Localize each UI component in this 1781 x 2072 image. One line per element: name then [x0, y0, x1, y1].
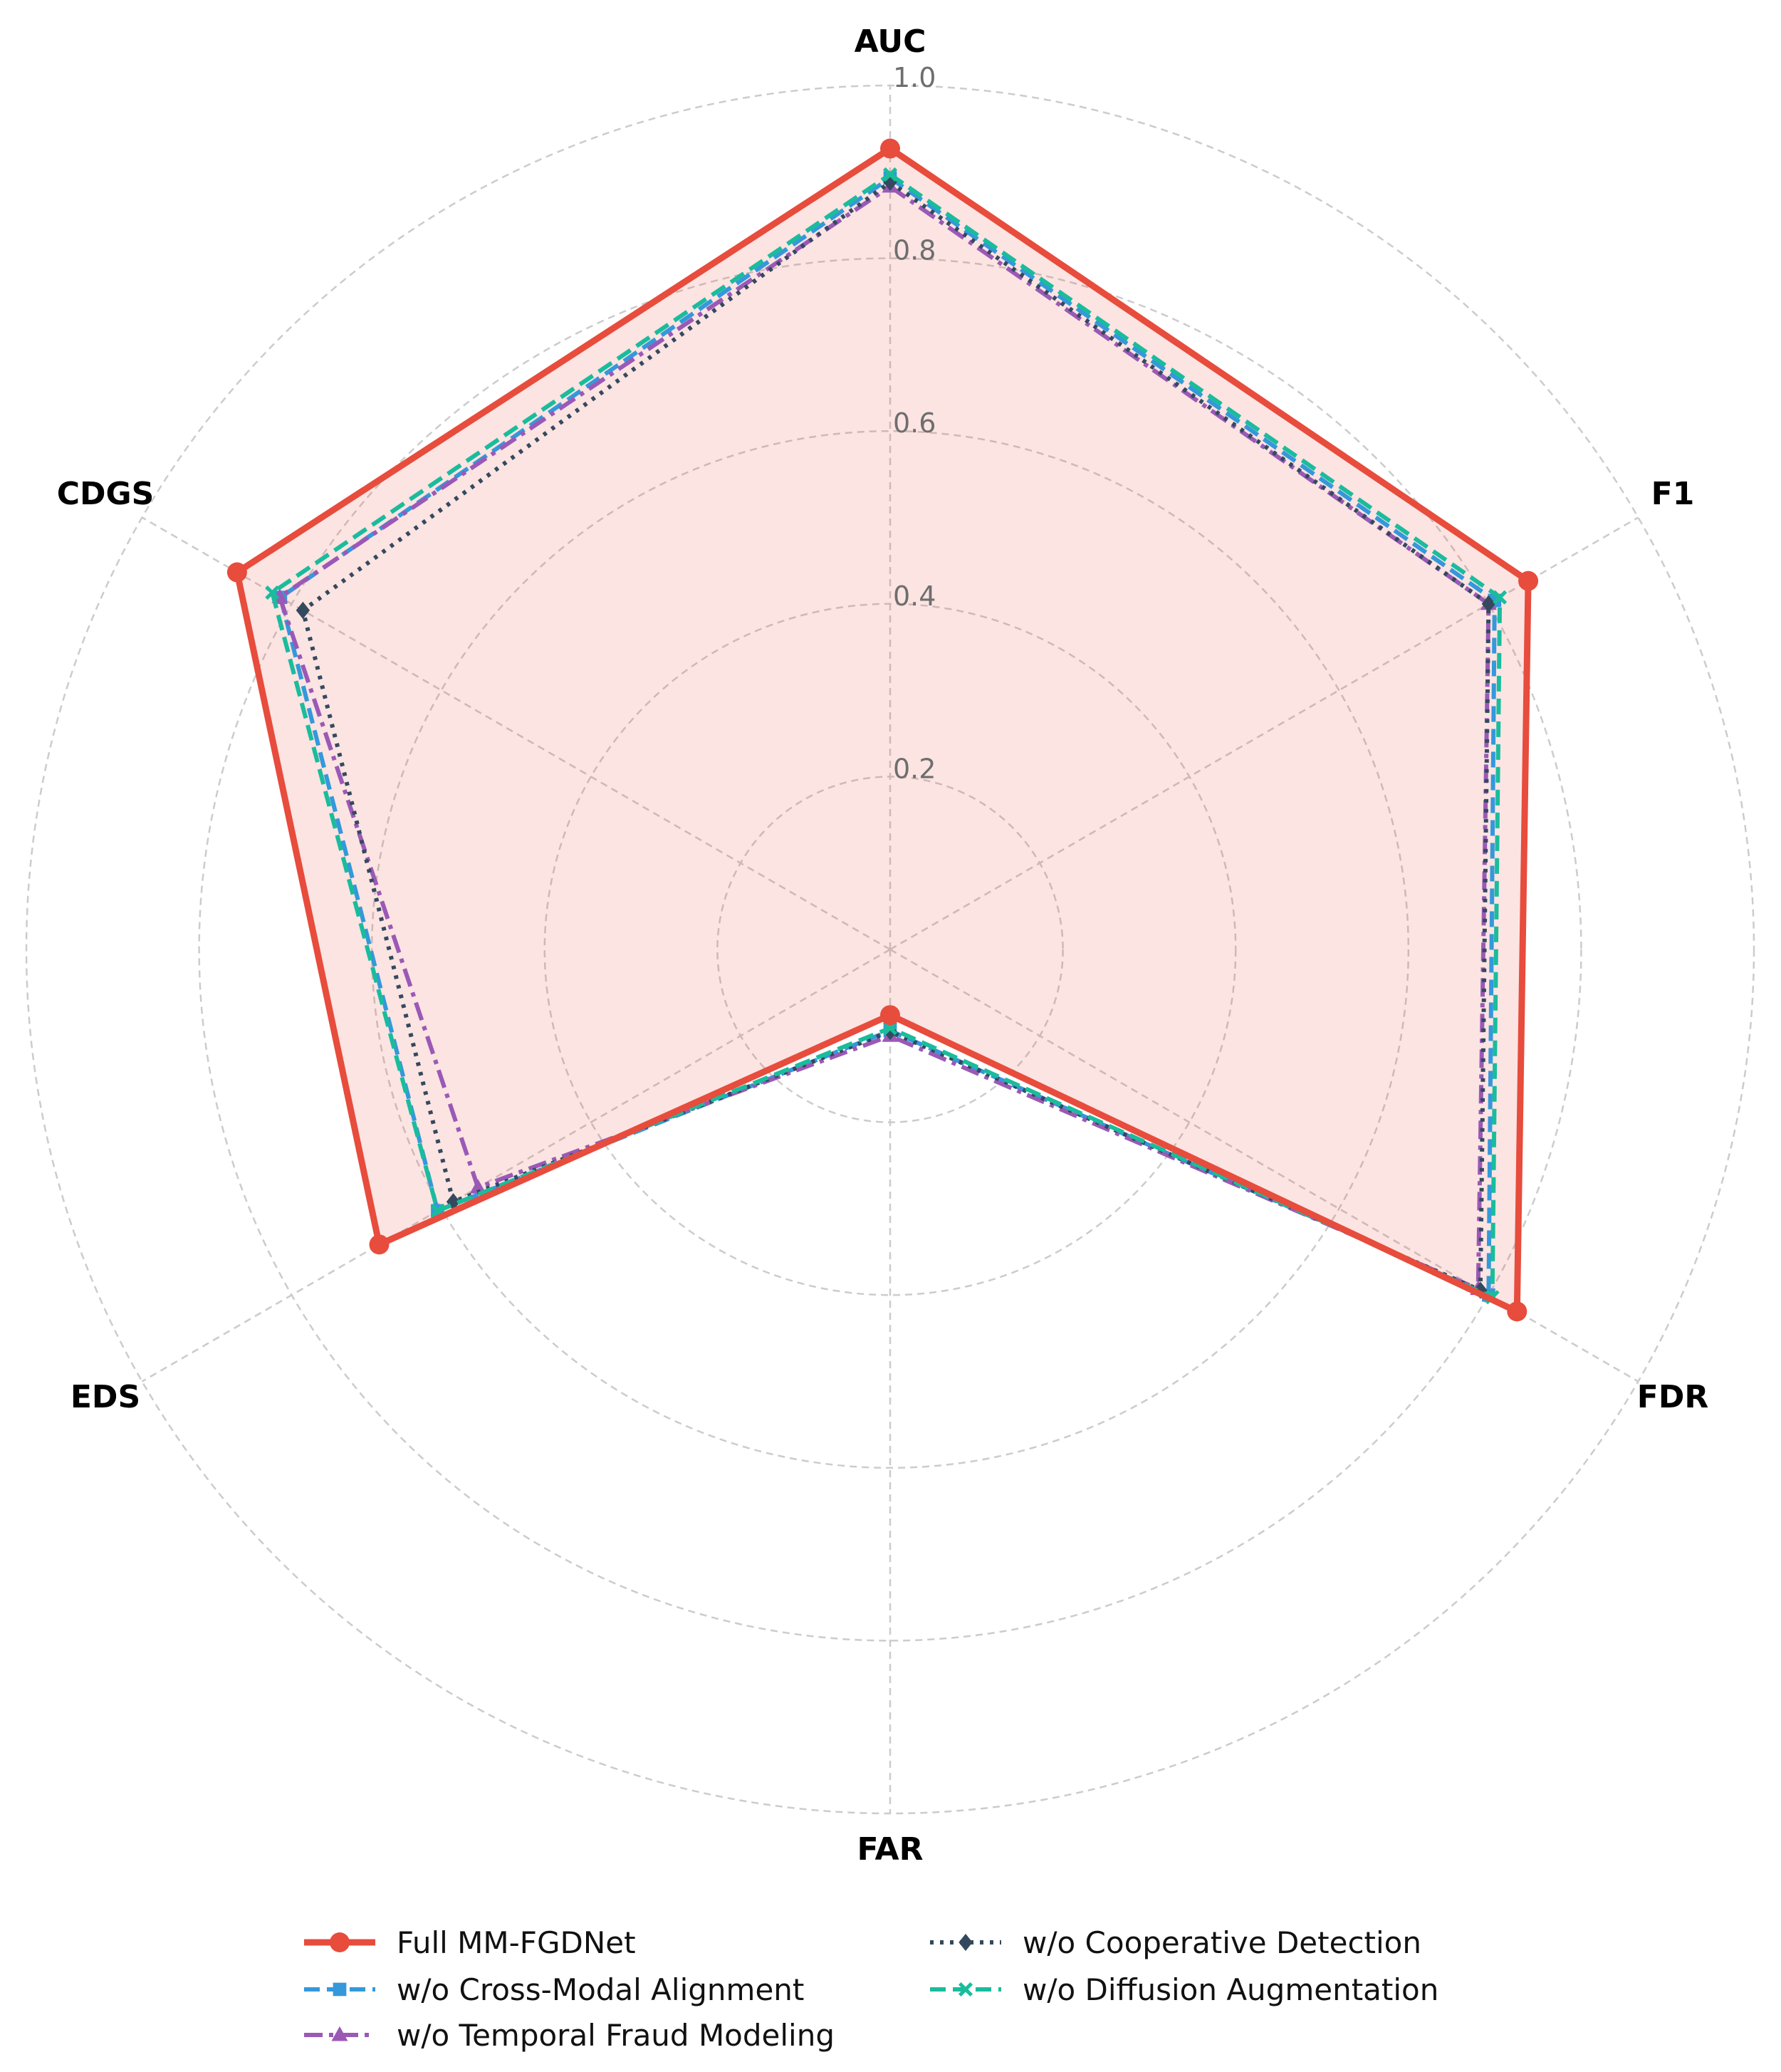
legend-swatch-marker	[333, 1982, 347, 1996]
grid-spoke	[141, 948, 891, 1383]
legend-label-no-diffusion: w/o Diffusion Augmentation	[1023, 1972, 1438, 2007]
legend-swatch-marker	[958, 1982, 973, 1997]
series-3	[296, 173, 1496, 1299]
tick-label: 0.6	[893, 407, 936, 439]
tick-label: 0.2	[893, 753, 936, 784]
series-point	[226, 562, 247, 583]
series-4	[265, 167, 1508, 1305]
legend-swatches	[304, 1932, 1001, 2041]
series-0	[226, 138, 1539, 1322]
axis-label-cdgs: CDGS	[57, 476, 155, 512]
axis-label-f1: F1	[1651, 476, 1695, 512]
legend-swatch-marker	[959, 1933, 973, 1952]
series-point	[369, 1234, 390, 1255]
series-point	[1473, 1281, 1488, 1299]
legend-swatch-marker	[330, 1932, 350, 1952]
series-point	[883, 173, 897, 191]
series-point	[880, 1005, 900, 1026]
axis-labels: AUC F1 FDR FAR EDS CDGS	[57, 24, 1709, 1868]
series-fill-full	[236, 148, 1529, 1312]
tick-label: 0.8	[893, 235, 936, 266]
legend-label-no-cooperative: w/o Cooperative Detection	[1023, 1925, 1421, 1960]
series-point	[883, 1023, 897, 1041]
series-point	[1507, 1301, 1527, 1322]
series-point	[296, 601, 310, 619]
series-point	[1481, 595, 1496, 613]
legend-label-full: Full MM-FGDNet	[397, 1925, 636, 1960]
axis-label-auc: AUC	[855, 24, 926, 60]
legend: Full MM-FGDNet w/o Cross-Modal Alignment…	[304, 1925, 1438, 2053]
axis-label-far: FAR	[857, 1831, 924, 1868]
legend-label-no-temporal: w/o Temporal Fraud Modeling	[397, 2018, 835, 2053]
grid-spoke	[889, 516, 1639, 951]
legend-swatch-marker	[331, 2026, 348, 2041]
series-point	[1493, 590, 1508, 605]
series-point	[469, 1179, 486, 1194]
series-point	[880, 138, 900, 159]
legend-label-no-cross-modal: w/o Cross-Modal Alignment	[397, 1972, 804, 2007]
tick-label: 0.4	[893, 581, 936, 612]
grid-circle	[198, 257, 1582, 1642]
series-point	[1518, 571, 1539, 591]
grid-circle	[370, 430, 1410, 1469]
tick-label: 1.0	[893, 62, 936, 93]
radar-series	[226, 138, 1539, 1322]
series-point	[882, 167, 898, 182]
radial-tick-labels: 0.2 0.4 0.6 0.8 1.0	[893, 62, 936, 784]
series-point	[265, 585, 280, 600]
axis-label-fdr: FDR	[1637, 1379, 1708, 1415]
axis-label-eds: EDS	[70, 1379, 140, 1415]
